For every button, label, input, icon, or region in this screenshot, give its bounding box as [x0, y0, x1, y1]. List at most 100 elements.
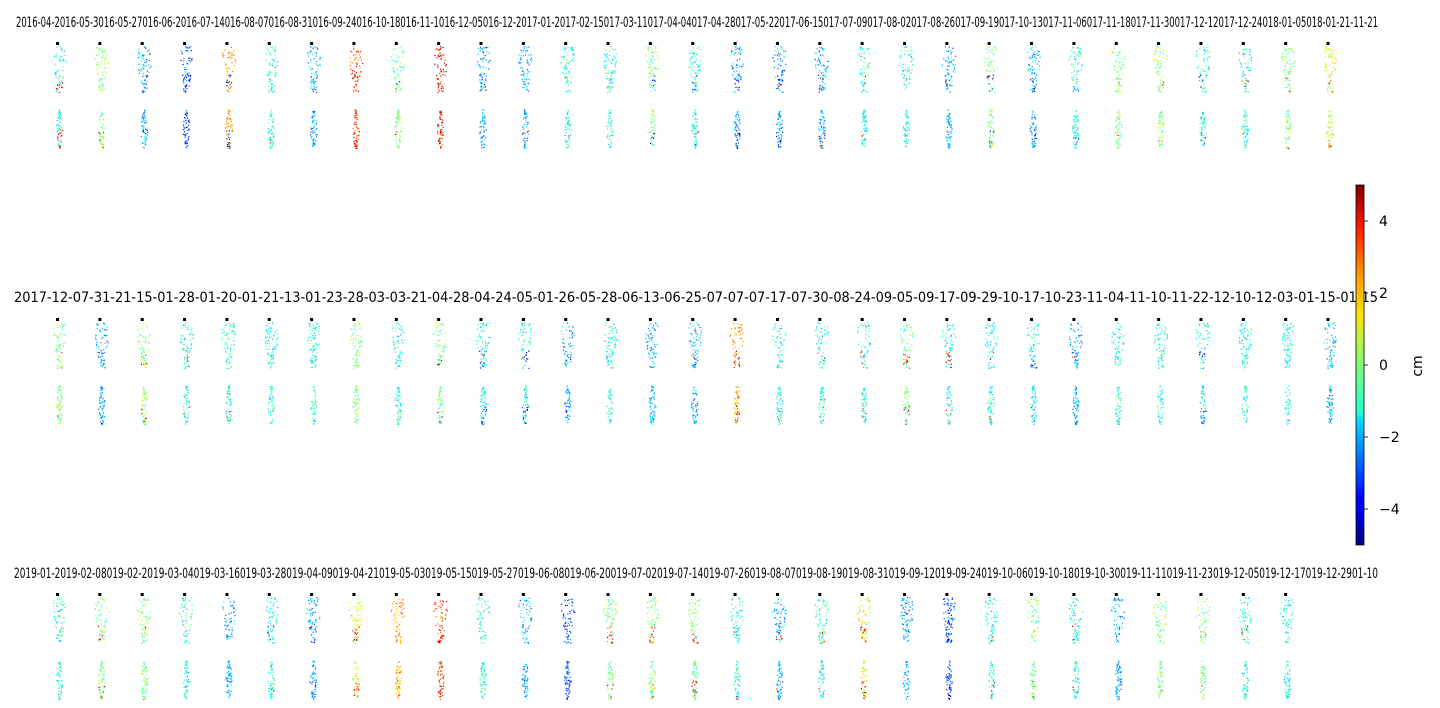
displacement-pixel — [481, 119, 483, 121]
displacement-pixel — [353, 90, 355, 92]
displacement-pixel — [319, 58, 321, 60]
displacement-pixel — [867, 64, 869, 66]
displacement-pixel — [696, 72, 699, 74]
displacement-pixel — [315, 63, 317, 65]
displacement-pixel — [1158, 90, 1160, 92]
displacement-pixel — [354, 115, 356, 117]
displacement-pixel — [1076, 136, 1078, 138]
displacement-pixel — [102, 364, 104, 366]
displacement-pixel — [479, 79, 481, 81]
displacement-pixel — [230, 91, 232, 93]
displacement-pixel — [60, 326, 62, 328]
displacement-pixel — [819, 119, 821, 121]
displacement-pixel — [182, 335, 184, 337]
displacement-pixel — [227, 419, 229, 421]
displacement-pixel — [1207, 67, 1209, 69]
displacement-pixel — [312, 121, 314, 123]
displacement-pixel — [60, 135, 62, 137]
displacement-pixel — [862, 112, 864, 114]
displacement-pixel — [145, 417, 147, 419]
displacement-pixel — [1331, 133, 1333, 135]
displacement-pixel — [189, 80, 191, 82]
displacement-pixel — [737, 132, 739, 134]
displacement-pixel — [731, 66, 733, 68]
displacement-pixel — [1035, 128, 1037, 130]
displacement-pixel — [400, 81, 403, 83]
displacement-pixel — [146, 128, 148, 130]
displacement-pixel — [227, 57, 229, 59]
displacement-pixel — [1163, 85, 1165, 87]
displacement-pixel — [479, 133, 481, 135]
displacement-pixel — [317, 344, 319, 346]
displacement-pixel — [561, 56, 563, 58]
displacement-pixel — [270, 401, 272, 403]
displacement-pixel — [144, 82, 146, 84]
displacement-pixel — [779, 84, 781, 86]
displacement-pixel — [733, 128, 736, 130]
displacement-pixel — [609, 90, 612, 92]
displacement-pixel — [356, 391, 358, 393]
displacement-pixel — [732, 62, 734, 64]
displacement-pixel — [567, 81, 569, 83]
displacement-pixel — [614, 71, 616, 73]
displacement-pixel — [184, 141, 186, 143]
displacement-pixel — [61, 397, 63, 399]
displacement-pixel — [57, 123, 59, 125]
displacement-pixel — [565, 68, 567, 70]
displacement-pixel — [102, 48, 104, 50]
displacement-pixel — [693, 124, 695, 127]
displacement-pixel — [733, 71, 735, 73]
displacement-pixel — [612, 70, 615, 72]
displacement-pixel — [1245, 90, 1247, 92]
displacement-pixel — [61, 367, 63, 369]
displacement-pixel — [951, 63, 953, 65]
displacement-pixel — [228, 138, 230, 140]
displacement-pixel — [776, 84, 778, 86]
displacement-pixel — [233, 340, 235, 342]
displacement-pixel — [694, 117, 696, 119]
displacement-pixel — [483, 47, 485, 49]
displacement-pixel — [606, 78, 609, 80]
displacement-pixel — [779, 78, 781, 80]
displacement-pixel — [354, 389, 357, 392]
displacement-pixel — [1289, 59, 1291, 61]
displacement-pixel — [54, 55, 56, 58]
displacement-pixel — [64, 54, 66, 56]
displacement-pixel — [1161, 110, 1163, 112]
displacement-pixel — [59, 389, 61, 391]
displacement-pixel — [650, 131, 652, 133]
displacement-pixel — [1202, 130, 1204, 132]
displacement-pixel — [356, 127, 358, 129]
displacement-pixel — [269, 52, 271, 54]
displacement-pixel — [183, 77, 185, 79]
displacement-pixel — [652, 111, 654, 113]
displacement-pixel — [1039, 65, 1041, 67]
displacement-pixel — [147, 75, 149, 77]
displacement-pixel — [993, 87, 995, 89]
displacement-pixel — [1288, 115, 1290, 117]
displacement-pixel — [139, 347, 141, 350]
displacement-pixel — [270, 54, 272, 56]
displacement-pixel — [1250, 69, 1252, 71]
displacement-pixel — [61, 365, 63, 367]
displacement-pixel — [397, 147, 399, 149]
displacement-pixel — [950, 56, 952, 58]
displacement-pixel — [1034, 114, 1036, 116]
displacement-pixel — [222, 332, 224, 334]
displacement-pixel — [316, 322, 318, 324]
displacement-pixel — [441, 84, 443, 86]
displacement-pixel — [1118, 123, 1120, 125]
displacement-pixel — [905, 124, 907, 126]
displacement-pixel — [184, 413, 186, 415]
displacement-pixel — [1243, 120, 1245, 122]
displacement-pixel — [141, 90, 143, 92]
displacement-pixel — [101, 394, 103, 396]
displacement-pixel — [353, 76, 355, 78]
displacement-pixel — [61, 405, 63, 407]
displacement-pixel — [143, 126, 145, 128]
displacement-pixel — [226, 116, 228, 118]
displacement-pixel — [863, 134, 865, 136]
displacement-pixel — [440, 124, 443, 127]
displacement-pixel — [820, 147, 823, 150]
displacement-pixel — [525, 51, 527, 53]
